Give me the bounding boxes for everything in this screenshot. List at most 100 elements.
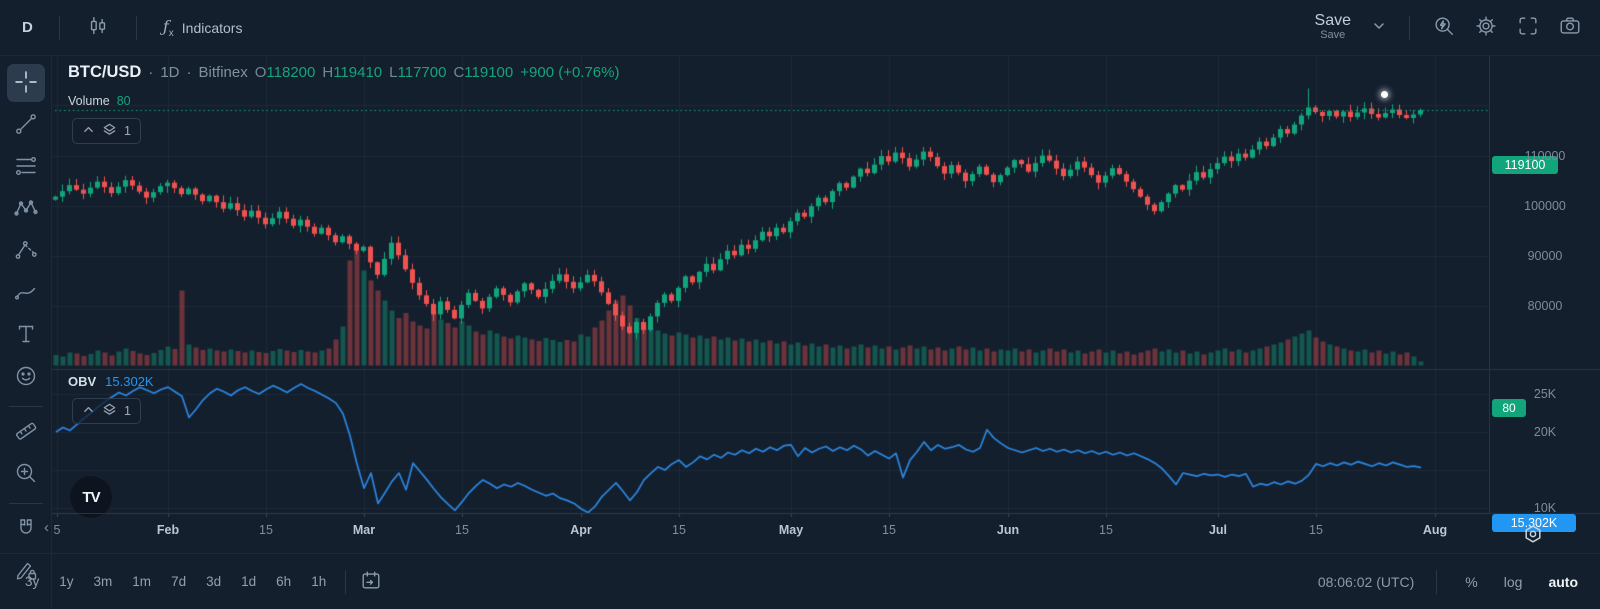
time-tick-day: 15 xyxy=(259,523,273,537)
range-button-3m[interactable]: 3m xyxy=(85,569,122,594)
trend-line-tool[interactable] xyxy=(7,106,45,144)
range-button-3d[interactable]: 3d xyxy=(197,569,230,594)
price-axis-label: 80000 xyxy=(1527,298,1563,313)
brush-tool[interactable] xyxy=(7,274,45,312)
calendar-arrow-icon xyxy=(360,569,382,594)
time-tick-day: 15 xyxy=(455,523,469,537)
fib-lines-icon xyxy=(13,153,39,182)
range-button-1h[interactable]: 1h xyxy=(302,569,335,594)
fx-icon: ƒx xyxy=(162,16,174,39)
chevron-up-icon[interactable] xyxy=(82,403,95,419)
gear-icon xyxy=(1474,14,1498,41)
time-tick-month: Mar xyxy=(352,523,376,537)
obv-value: 15.302K xyxy=(105,374,154,389)
legend-exchange[interactable]: Bitfinex xyxy=(198,64,248,81)
drawing-lock-tool[interactable] xyxy=(7,552,45,590)
symbol-name[interactable]: BTC/USD xyxy=(68,63,142,81)
zoom-in-tool[interactable] xyxy=(7,455,45,493)
screenshot-button[interactable] xyxy=(1554,10,1586,45)
toolbar-separator xyxy=(8,406,43,407)
main-legend-controls[interactable]: 1 xyxy=(72,118,141,144)
range-button-1y[interactable]: 1y xyxy=(50,569,82,594)
time-tick-month: Feb xyxy=(156,523,180,537)
save-sublabel: Save xyxy=(1320,29,1346,42)
measure-tool[interactable] xyxy=(7,413,45,451)
crosshair-tool[interactable] xyxy=(6,64,45,102)
legend-separator: · xyxy=(148,64,154,81)
settings-button[interactable] xyxy=(1470,10,1502,45)
object-count: 1 xyxy=(124,124,131,138)
projection-icon xyxy=(13,237,39,266)
fib-retracement-tool[interactable] xyxy=(7,148,45,186)
indicators-button[interactable]: ƒx Indicators xyxy=(155,11,251,45)
time-tick-month: Apr xyxy=(570,523,592,537)
time-tick-day: 15 xyxy=(1309,523,1323,537)
go-to-date-button[interactable] xyxy=(356,565,386,598)
hexagon-gear-icon xyxy=(1523,525,1543,547)
tradingview-logo[interactable]: TV xyxy=(69,475,113,519)
clock[interactable]: 08:06:02 (UTC) xyxy=(1317,573,1415,590)
time-axis[interactable]: 5 Feb 15 Mar 15 Apr 15 May 15 Jun 15 Jul 15 Aug xyxy=(52,513,1489,553)
time-axis-settings-button[interactable] xyxy=(1521,522,1545,549)
time-tick-month: Aug xyxy=(1422,523,1448,537)
object-count: 1 xyxy=(124,404,131,418)
projection-tool[interactable] xyxy=(7,232,45,270)
percent-scale-button[interactable]: % xyxy=(1459,570,1483,594)
chevron-down-icon xyxy=(1371,18,1387,37)
price-axis-label: 90000 xyxy=(1527,248,1563,263)
top-toolbar: D ƒx Indicators Save Save xyxy=(0,0,1600,56)
range-button-1d[interactable]: 1d xyxy=(232,569,265,594)
range-button-6h[interactable]: 6h xyxy=(267,569,300,594)
magnet-tool[interactable] xyxy=(7,510,45,548)
chevron-up-icon[interactable] xyxy=(82,123,95,139)
time-tick-month: Jul xyxy=(1208,523,1228,537)
chart-style-button[interactable] xyxy=(78,8,118,48)
range-button-1m[interactable]: 1m xyxy=(123,569,160,594)
time-tick-day: 15 xyxy=(672,523,686,537)
toolbar-separator xyxy=(58,15,60,40)
quick-search-button[interactable] xyxy=(1428,10,1460,45)
brush-icon xyxy=(13,279,39,308)
pencil-lock-icon xyxy=(13,557,39,586)
flash-search-icon xyxy=(1432,14,1456,41)
toolbar-separator xyxy=(1436,569,1438,594)
time-tick-day: 15 xyxy=(882,523,896,537)
smiley-icon xyxy=(13,363,39,392)
legend-separator: · xyxy=(186,64,192,81)
emoji-tool[interactable] xyxy=(7,358,45,396)
price-axis-label: 100000 xyxy=(1524,198,1566,213)
interval-button[interactable]: D xyxy=(14,13,41,42)
price-axis[interactable]: 119100 80 15.302K 110000 100000 90000 80000… xyxy=(1489,56,1600,532)
range-button-7d[interactable]: 7d xyxy=(162,569,195,594)
save-dropdown-button[interactable] xyxy=(1367,14,1391,41)
range-selector: 3y 1y 3m 1m 7d 3d 1d 6h 1h xyxy=(16,565,386,598)
fullscreen-button[interactable] xyxy=(1512,10,1544,45)
xabcd-pattern-icon xyxy=(13,195,39,224)
axis-controls: 08:06:02 (UTC) % log auto xyxy=(1317,569,1584,594)
ohlc-close: C119100 xyxy=(453,64,514,81)
crosshair-icon xyxy=(13,69,39,98)
log-scale-button[interactable]: log xyxy=(1498,570,1529,594)
hide-toolbar-chevron[interactable]: ‹ xyxy=(38,518,55,537)
auto-scale-button[interactable]: auto xyxy=(1542,570,1584,594)
volume-label: Volume xyxy=(68,94,110,108)
pattern-tool[interactable] xyxy=(7,190,45,228)
object-tree-icon[interactable] xyxy=(102,122,117,140)
symbol-legend[interactable]: BTC/USD · 1D · Bitfinex O118200 H119410 … xyxy=(68,63,620,82)
obv-axis-label: 20K xyxy=(1533,425,1557,439)
range-button-3y[interactable]: 3y xyxy=(16,569,48,594)
toolbar-separator xyxy=(8,503,43,504)
object-tree-icon[interactable] xyxy=(102,402,117,420)
last-bar-highlight-dot xyxy=(1381,91,1388,98)
price-axis-label: 110000 xyxy=(1524,148,1566,163)
text-tool[interactable] xyxy=(7,316,45,354)
obv-legend[interactable]: OBV 15.302K xyxy=(68,374,154,389)
volume-legend[interactable]: Volume 80 xyxy=(68,94,131,108)
obv-value-badge: 15.302K xyxy=(1492,514,1576,532)
time-tick-day: 5 xyxy=(53,523,61,537)
obv-legend-controls[interactable]: 1 xyxy=(72,398,141,424)
time-tick-day: 15 xyxy=(1099,523,1113,537)
save-button[interactable]: Save Save xyxy=(1309,9,1357,45)
legend-interval[interactable]: 1D xyxy=(160,64,180,81)
